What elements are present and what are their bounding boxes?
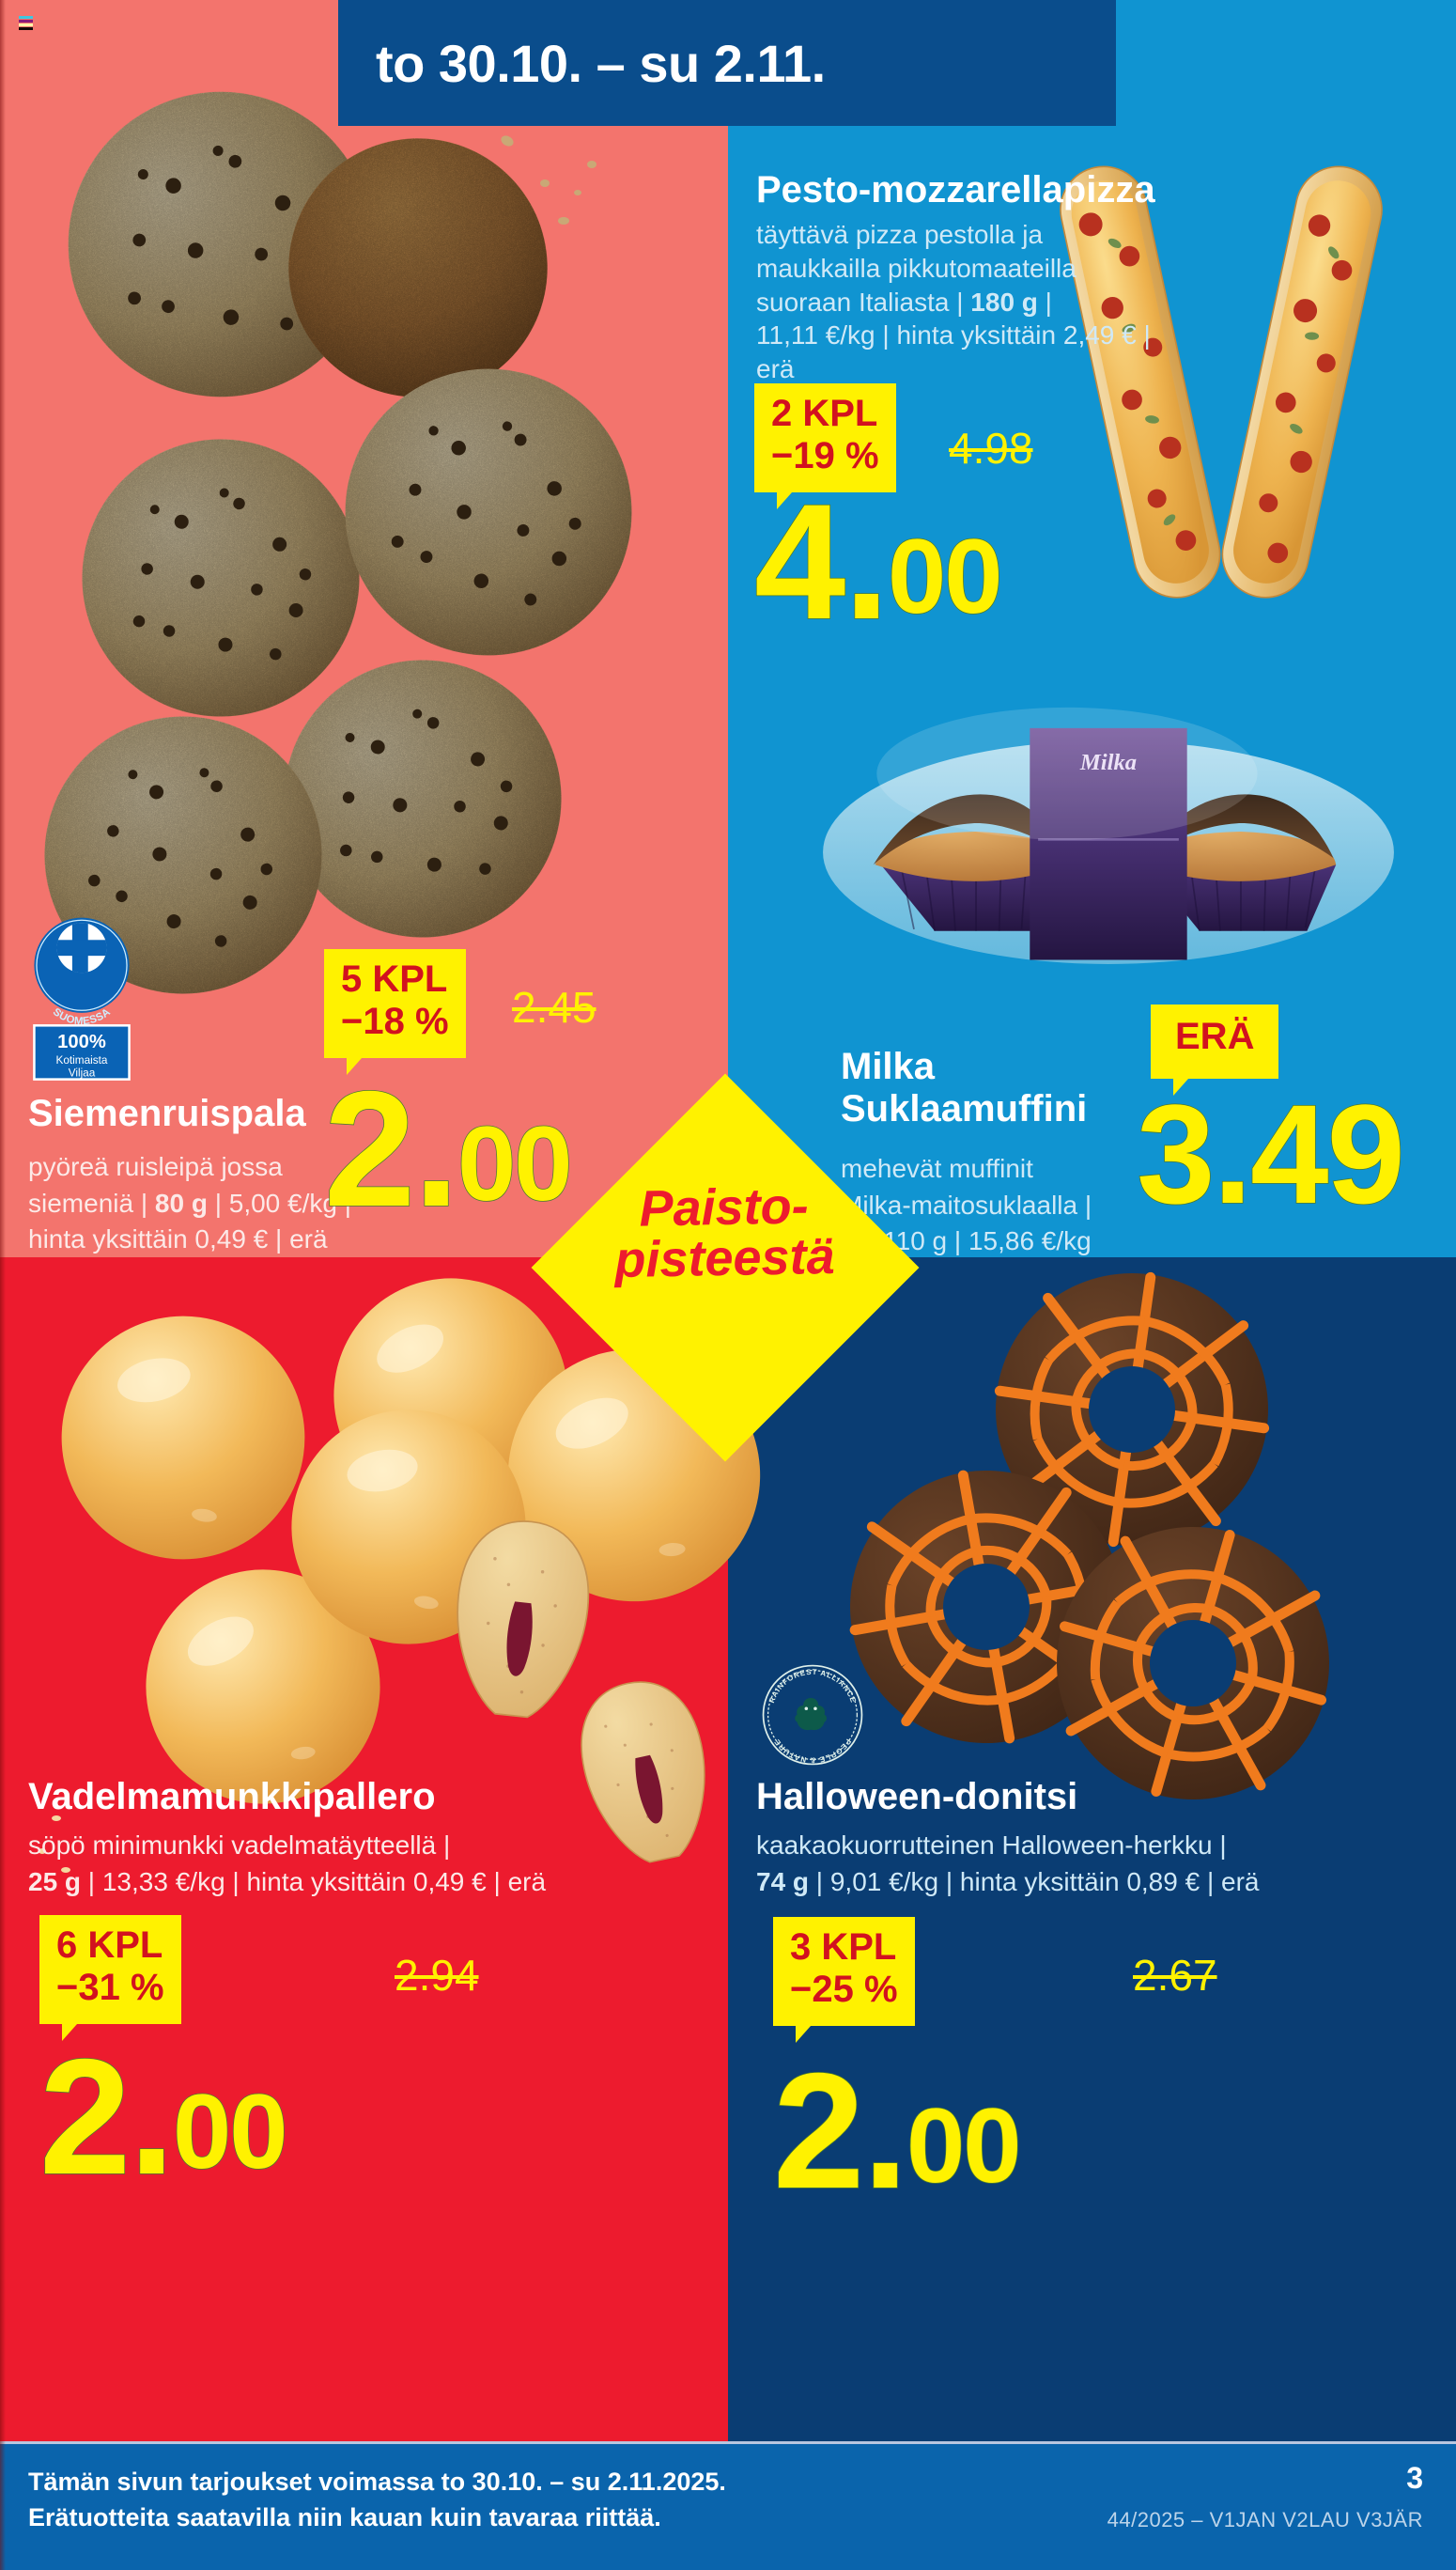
svg-text:Viljaa: Viljaa (69, 1067, 96, 1079)
svg-text:Kotimaista: Kotimaista (55, 1054, 107, 1067)
svg-text:100%: 100% (57, 1032, 106, 1052)
